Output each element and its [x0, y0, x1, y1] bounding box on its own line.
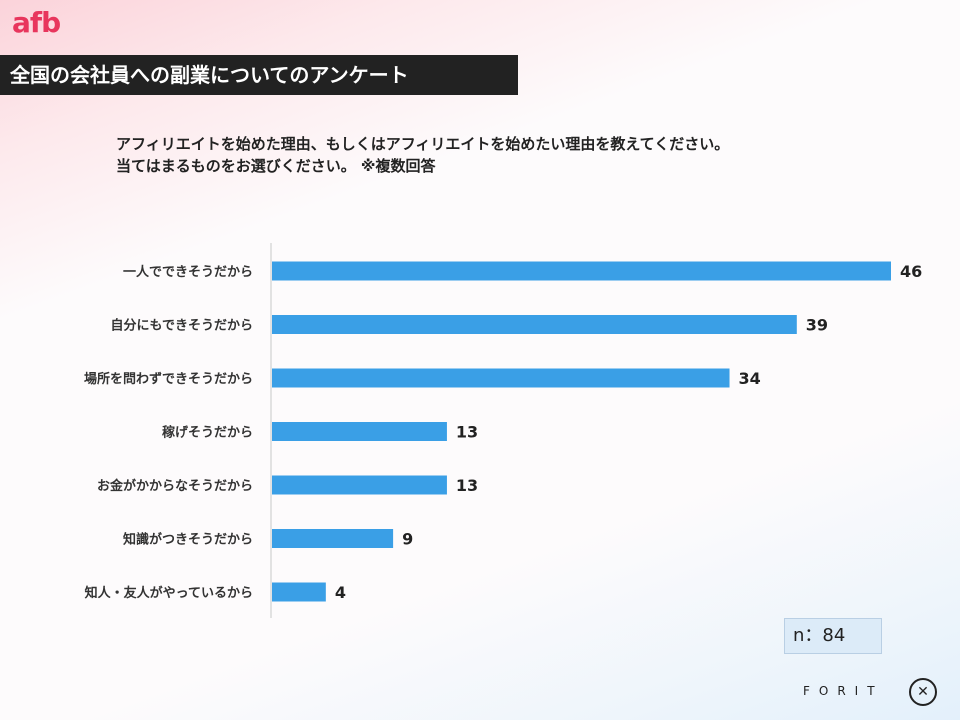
category-label: 一人でできそうだから	[123, 264, 253, 280]
bar	[272, 529, 394, 548]
category-label: 知人・友人がやっているから	[85, 585, 253, 601]
data-label: 34	[739, 369, 761, 388]
data-label: 39	[806, 316, 828, 335]
sample-size-box: n：84	[784, 618, 882, 654]
bar	[272, 261, 891, 281]
bar	[272, 422, 447, 441]
category-label: お金がかからなそうだから	[97, 478, 253, 494]
data-label: 4	[335, 583, 346, 602]
data-label: 13	[456, 423, 478, 442]
category-label: 自分にもできそうだから	[111, 318, 253, 334]
category-label: 稼げそうだから	[162, 425, 253, 441]
data-label: 46	[900, 262, 922, 281]
runner-circle-icon: ✕	[909, 678, 937, 706]
afb-logo: afb	[12, 6, 61, 39]
bar	[272, 315, 797, 334]
bar	[272, 582, 326, 602]
data-label: 9	[402, 530, 413, 549]
question-line-1: アフィリエイトを始めた理由、もしくはアフィリエイトを始めたい理由を教えてください…	[116, 135, 730, 153]
data-label: 13	[456, 476, 478, 495]
bar	[272, 475, 447, 495]
category-label: 場所を問わずできそうだから	[84, 371, 253, 387]
page-title: 全国の会社員への副業についてのアンケート	[0, 55, 518, 95]
survey-question: アフィリエイトを始めた理由、もしくはアフィリエイトを始めたい理由を教えてください…	[116, 133, 916, 177]
bar	[272, 368, 730, 388]
category-label: 知識がつきそうだから	[123, 532, 253, 548]
forit-logo: FORIT	[803, 684, 884, 698]
question-line-2: 当てはまるものをお選びください。 ※複数回答	[116, 157, 436, 175]
